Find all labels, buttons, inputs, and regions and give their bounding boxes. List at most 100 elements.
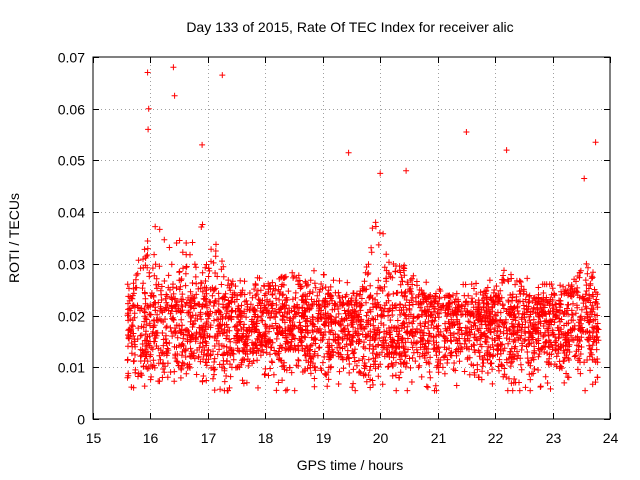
data-point [130,330,137,337]
data-point [144,358,151,365]
data-point [558,363,564,370]
data-point [128,295,135,302]
data-point [515,298,522,305]
data-point [327,364,334,371]
data-point [440,303,447,310]
data-point [295,356,302,363]
data-point [219,72,226,79]
data-point [565,374,572,381]
data-point [224,324,231,331]
data-point [425,308,432,315]
data-point [273,295,279,302]
data-point [285,288,292,295]
data-point [410,272,417,279]
data-point [180,335,187,342]
data-point [309,314,316,321]
data-point [319,359,326,366]
data-point [209,284,216,291]
data-point [353,318,360,325]
data-point [484,301,491,308]
data-point [340,365,347,372]
data-point [309,302,316,309]
data-point [192,334,199,341]
data-point [322,370,328,377]
data-point [193,371,200,378]
data-point [368,244,375,251]
data-point [479,368,486,375]
data-point [504,387,511,394]
data-point [370,343,376,350]
data-point [523,303,530,310]
data-point [178,326,185,333]
data-point [296,319,303,326]
data-point [167,310,174,317]
data-point [239,357,246,364]
data-point [501,371,508,378]
data-point [147,376,154,383]
data-point [150,362,157,369]
data-point [367,308,374,315]
data-point [141,308,148,315]
data-point [364,309,371,316]
data-point [142,315,149,322]
data-point [352,387,359,394]
data-point [169,333,176,340]
data-point [149,265,156,272]
data-point [344,322,351,329]
data-point [565,343,572,350]
data-point [301,367,308,374]
data-point [221,367,228,374]
data-point [508,320,515,327]
data-point [463,343,470,350]
data-point [349,314,356,321]
data-point [419,291,426,298]
data-point [459,331,465,338]
data-point [518,346,525,353]
data-point [491,337,498,344]
data-point [473,336,480,343]
data-point [487,344,494,351]
data-point [578,334,585,341]
data-point [576,269,583,276]
data-point [269,279,276,286]
data-point [275,286,282,293]
data-point [418,300,425,307]
data-point [229,278,236,285]
data-point [454,330,461,337]
data-point [594,291,601,298]
data-point [541,349,548,355]
data-point [512,343,519,350]
data-point [375,284,381,291]
data-point [437,357,444,363]
data-point [169,305,176,312]
data-point [463,329,470,336]
data-point [533,324,540,331]
data-point [131,310,138,317]
data-point [367,333,374,340]
data-point [178,277,184,284]
data-point [363,323,369,330]
data-point [475,311,482,318]
data-point [427,293,434,300]
data-point [550,331,557,338]
data-point [262,339,269,346]
data-point [235,328,242,334]
data-point [225,277,232,284]
data-point [328,316,335,323]
data-point [330,348,337,355]
data-point [436,349,443,356]
data-point [124,312,131,319]
data-point [372,331,379,338]
data-point [153,332,160,339]
data-point [194,347,201,353]
data-point [594,304,601,311]
data-point [384,345,391,351]
data-point [534,306,541,313]
data-point [251,306,258,313]
data-point [273,387,280,394]
data-point [125,332,131,338]
data-point [237,291,244,298]
data-point [355,357,362,364]
data-point [365,356,372,363]
data-point [410,349,417,356]
